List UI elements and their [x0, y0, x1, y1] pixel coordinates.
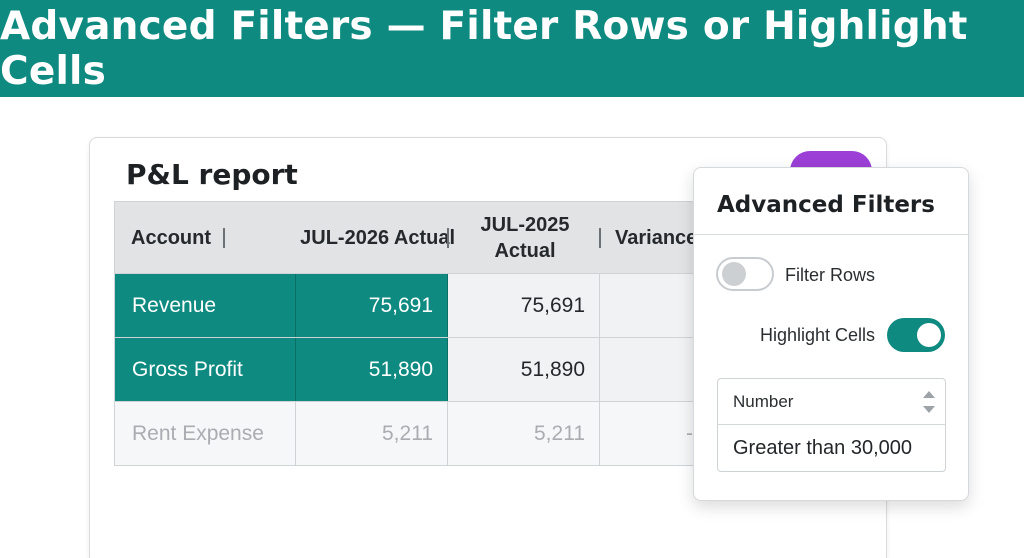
filter-rows-toggle[interactable]	[716, 257, 774, 291]
cell-account: Gross Profit	[115, 338, 296, 401]
panel-title: Advanced Filters	[717, 192, 935, 218]
column-header-variance[interactable]: Variance	[615, 226, 698, 249]
highlight-cells-label: Highlight Cells	[760, 325, 876, 345]
column-header-account[interactable]: Account	[131, 202, 281, 274]
cell-jul-2026: 75,691	[296, 274, 448, 337]
banner-title: Advanced Filters — Filter Rows or Highli…	[0, 3, 968, 94]
column-separator	[223, 228, 225, 248]
cell-account: Revenue	[115, 274, 296, 337]
type-select-value: Number	[733, 392, 794, 411]
toggle-knob	[722, 262, 746, 286]
highlight-cells-toggle[interactable]	[887, 318, 945, 352]
column-header-jul-2025[interactable]: JUL-2025 Actual	[480, 214, 570, 262]
type-select[interactable]: Number	[718, 379, 945, 425]
filter-rows-label: Filter Rows	[785, 265, 876, 285]
cell-jul-2025: 5,211	[448, 402, 600, 465]
cell-jul-2026: 5,211	[296, 402, 448, 465]
cell-jul-2025: 51,890	[448, 338, 600, 401]
divider	[694, 234, 968, 235]
report-title: P&L report	[126, 158, 298, 191]
toggle-knob	[917, 323, 941, 347]
column-header-jul-2026[interactable]: JUL-2026 Actual	[300, 226, 455, 249]
condition-input[interactable]: Greater than 30,000	[733, 437, 913, 459]
cell-jul-2026: 51,890	[296, 338, 448, 401]
column-separator	[599, 202, 611, 274]
column-separator	[445, 202, 457, 274]
up-down-chevron-icon	[923, 391, 935, 413]
cell-jul-2025: 75,691	[448, 274, 600, 337]
filter-condition-box: Number Greater than 30,000	[717, 378, 946, 472]
title-banner: Advanced Filters — Filter Rows or Highli…	[0, 0, 1024, 97]
cell-account: Rent Expense	[115, 402, 296, 465]
advanced-filters-panel: Advanced Filters Filter Rows Highlight C…	[693, 167, 969, 501]
